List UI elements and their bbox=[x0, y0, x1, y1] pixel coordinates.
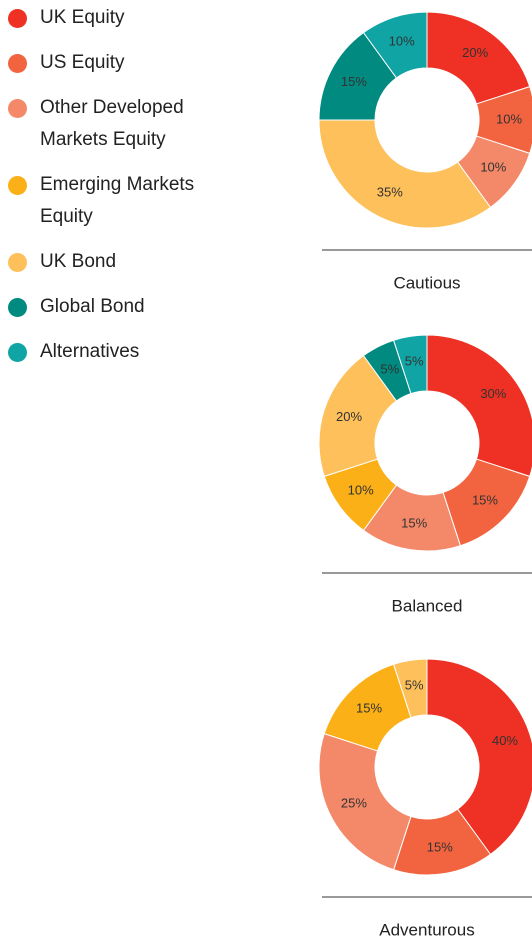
data-label: 20% bbox=[336, 409, 362, 424]
data-label: 5% bbox=[405, 677, 424, 692]
data-label: 5% bbox=[405, 353, 424, 368]
legend-label: US Equity bbox=[40, 52, 125, 73]
donut-segment bbox=[362, 11, 428, 79]
legend-item: UK Bond bbox=[0, 246, 240, 278]
legend-marker bbox=[8, 253, 27, 272]
data-label: 20% bbox=[462, 45, 488, 60]
legend-marker bbox=[8, 343, 27, 362]
donut-segment bbox=[318, 732, 412, 871]
data-label: 15% bbox=[401, 515, 427, 530]
data-label: 10% bbox=[480, 160, 506, 175]
legend-label: UK Equity bbox=[40, 7, 125, 28]
data-label: 40% bbox=[492, 733, 518, 748]
donut-segment bbox=[318, 119, 492, 229]
legend-marker bbox=[8, 176, 27, 195]
legend-item: Global Bond bbox=[0, 291, 240, 323]
donut-segment bbox=[392, 658, 428, 719]
legend-label: Global Bond bbox=[40, 296, 145, 317]
data-label: 10% bbox=[496, 111, 522, 126]
legend: UK Equity US Equity Other Developed Market… bbox=[0, 2, 260, 381]
data-label: 15% bbox=[427, 839, 453, 854]
donut-segment bbox=[426, 334, 532, 478]
legend-item: Other Developed Markets Equity bbox=[0, 92, 240, 156]
data-label: 15% bbox=[341, 74, 367, 89]
legend-item: Alternatives bbox=[0, 336, 240, 368]
legend-label: UK Bond bbox=[40, 251, 117, 272]
legend-label: Emerging Markets Equity bbox=[40, 174, 195, 227]
data-label: 25% bbox=[341, 796, 367, 811]
data-label: 35% bbox=[377, 185, 403, 200]
legend-marker bbox=[8, 298, 27, 317]
donut-segment bbox=[392, 334, 428, 395]
legend-item: Emerging Markets Equity bbox=[0, 169, 240, 233]
data-label: 15% bbox=[356, 700, 382, 715]
data-label: 15% bbox=[472, 492, 498, 507]
donut-segment bbox=[318, 354, 398, 478]
chart-title: Balanced bbox=[392, 596, 463, 615]
legend-label: Alternatives bbox=[40, 341, 140, 362]
legend-marker bbox=[8, 54, 27, 73]
legend-item: UK Equity bbox=[0, 2, 240, 34]
legend-marker bbox=[8, 99, 27, 118]
donut-segment bbox=[426, 11, 531, 105]
legend-item: US Equity bbox=[0, 47, 240, 79]
data-label: 10% bbox=[348, 483, 374, 498]
chart-title: Cautious bbox=[393, 273, 460, 292]
data-label: 10% bbox=[389, 33, 415, 48]
chart-title: Adventurous bbox=[379, 920, 474, 939]
legend-label: Other Developed Markets Equity bbox=[40, 97, 184, 150]
donut-segment bbox=[426, 658, 532, 856]
legend-marker bbox=[8, 9, 27, 28]
data-label: 30% bbox=[480, 386, 506, 401]
data-label: 5% bbox=[380, 361, 399, 376]
